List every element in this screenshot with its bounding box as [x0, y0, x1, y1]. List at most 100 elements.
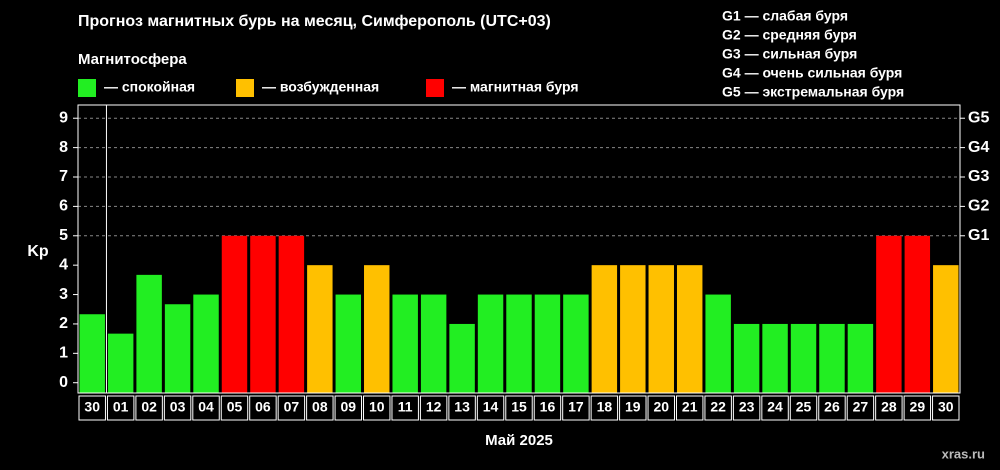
- storm-scale-item: G2 — средняя буря: [722, 27, 857, 43]
- x-tick-box: [448, 395, 476, 421]
- x-tick-label: 06: [255, 399, 271, 415]
- x-tick-box: [135, 395, 163, 421]
- bar: [221, 235, 248, 393]
- x-tick-label: 04: [198, 399, 214, 415]
- x-tick-box: [78, 395, 106, 421]
- x-tick-box: [846, 395, 875, 421]
- y2-tick-label: G2: [968, 198, 989, 215]
- y-tick-label: 1: [59, 345, 68, 362]
- x-tick-label: 08: [312, 399, 328, 415]
- y2-tick-label: G5: [968, 109, 989, 126]
- x-tick-box: [391, 395, 419, 421]
- bar: [819, 323, 845, 393]
- bar: [278, 235, 305, 393]
- x-axis-label: Май 2025: [485, 432, 553, 449]
- x-tick-label: 03: [170, 399, 186, 415]
- x-tick-box: [220, 395, 249, 421]
- bar: [420, 294, 447, 393]
- x-tick-label: 21: [682, 399, 698, 415]
- plot-frame: [77, 104, 961, 394]
- bar: [335, 294, 362, 393]
- y2-tick-label: G1: [968, 227, 989, 244]
- x-tick-label: 07: [284, 399, 300, 415]
- x-tick-label: 20: [653, 399, 669, 415]
- x-tick-box: [163, 395, 192, 421]
- x-tick-label: 09: [341, 399, 357, 415]
- storm-scale-item: G1 — слабая буря: [722, 8, 848, 24]
- x-tick-box: [476, 395, 505, 421]
- x-tick-label: 29: [910, 399, 926, 415]
- y-tick-label: 5: [59, 227, 68, 244]
- bar: [136, 274, 162, 393]
- y-tick-label: 6: [59, 198, 68, 215]
- legend-label: — возбужденная: [262, 79, 379, 95]
- x-tick-box: [249, 395, 277, 421]
- bar: [876, 235, 902, 393]
- x-tick-box: [875, 395, 903, 421]
- x-tick-label: 01: [113, 399, 129, 415]
- x-tick-box: [533, 395, 562, 421]
- x-tick-label: 25: [796, 399, 812, 415]
- bar: [506, 294, 532, 393]
- x-tick-label: 10: [369, 399, 385, 415]
- bar: [904, 235, 931, 393]
- bar: [250, 235, 276, 393]
- x-tick-box: [704, 395, 732, 421]
- y-tick-label: 0: [59, 374, 68, 391]
- x-tick-box: [675, 395, 704, 421]
- x-tick-label: 30: [84, 399, 100, 415]
- x-tick-label: 18: [597, 399, 613, 415]
- y2-tick-label: G4: [968, 139, 989, 156]
- x-tick-box: [306, 395, 334, 421]
- bar: [364, 265, 390, 393]
- x-tick-box: [363, 395, 391, 421]
- y-tick-label: 2: [59, 315, 68, 332]
- bar: [790, 323, 817, 393]
- bar: [933, 265, 959, 393]
- bar: [676, 265, 703, 393]
- x-tick-label: 22: [710, 399, 726, 415]
- bar: [193, 294, 219, 393]
- x-tick-label: 27: [853, 399, 869, 415]
- x-tick-box: [277, 395, 306, 421]
- bar: [534, 294, 561, 393]
- legend-label: — спокойная: [104, 79, 195, 95]
- bar: [392, 294, 418, 393]
- legend-swatch: [236, 79, 254, 97]
- bar: [79, 314, 105, 393]
- y-tick-label: 7: [59, 168, 68, 185]
- legend-swatch: [78, 79, 96, 97]
- storm-scale-item: G5 — экстремальная буря: [722, 84, 904, 100]
- bar: [733, 323, 760, 393]
- legend-title: Магнитосфера: [78, 51, 187, 68]
- bar: [705, 294, 731, 393]
- x-tick-box: [932, 395, 960, 421]
- x-tick-label: 05: [227, 399, 243, 415]
- x-tick-label: 13: [454, 399, 470, 415]
- x-tick-label: 14: [483, 399, 499, 415]
- watermark: xras.ru: [942, 446, 985, 461]
- x-tick-label: 11: [398, 399, 413, 415]
- x-tick-label: 26: [824, 399, 840, 415]
- storm-scale-item: G3 — сильная буря: [722, 46, 857, 62]
- legend-label: — магнитная буря: [452, 79, 579, 95]
- x-tick-box: [419, 395, 448, 421]
- x-tick-label: 12: [426, 399, 442, 415]
- x-tick-box: [590, 395, 619, 421]
- x-tick-box: [562, 395, 590, 421]
- bar: [449, 323, 475, 393]
- x-tick-box: [789, 395, 818, 421]
- x-tick-label: 16: [540, 399, 556, 415]
- x-tick-box: [647, 395, 675, 421]
- x-tick-label: 17: [568, 399, 584, 415]
- x-tick-box: [761, 395, 789, 421]
- x-tick-box: [192, 395, 220, 421]
- y-tick-label: 8: [59, 139, 68, 156]
- x-tick-label: 02: [141, 399, 157, 415]
- x-tick-box: [732, 395, 761, 421]
- x-tick-label: 19: [625, 399, 641, 415]
- x-tick-box: [106, 395, 135, 421]
- legend-swatch: [426, 79, 444, 97]
- bar: [591, 265, 618, 393]
